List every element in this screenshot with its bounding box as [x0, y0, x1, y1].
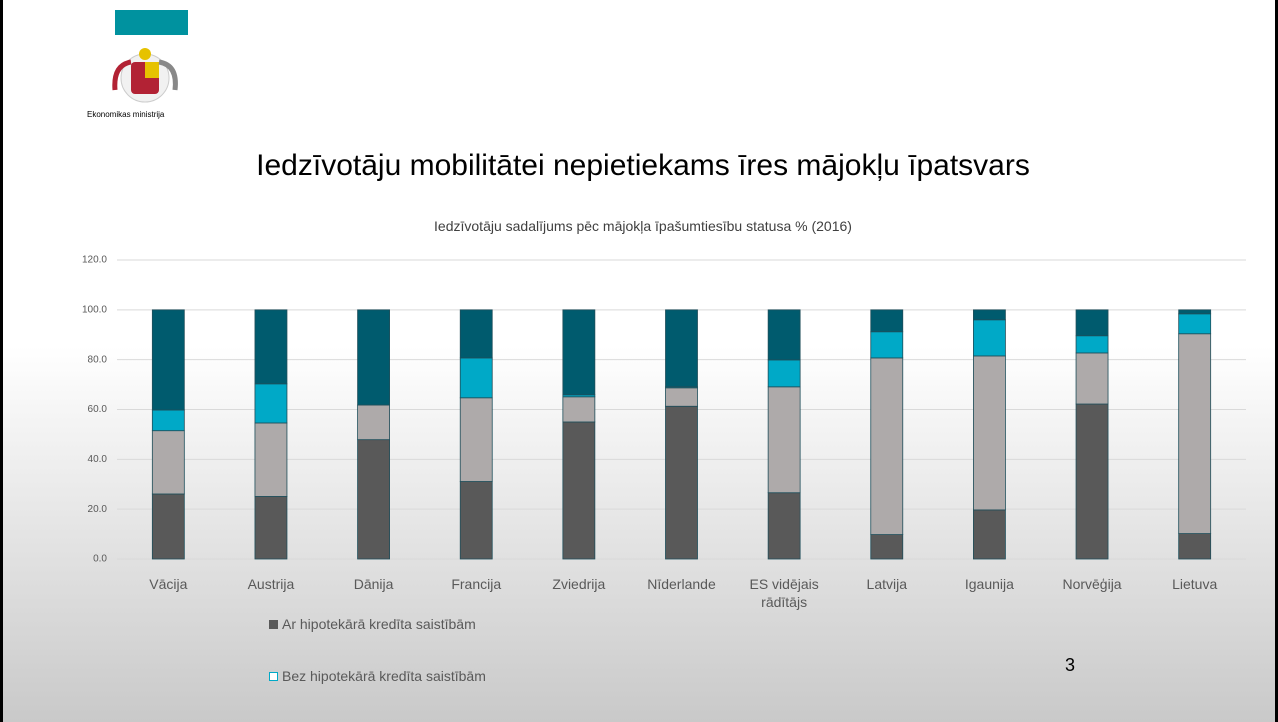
bar-segment — [459, 357, 493, 399]
x-tick-label: Norvēģija — [1062, 576, 1122, 592]
x-tick-label: Zviedrija — [552, 576, 606, 592]
bar-segment — [870, 331, 904, 359]
bar-segment — [767, 386, 801, 494]
bar-segment — [562, 421, 596, 560]
legend-swatch — [269, 672, 278, 681]
bar-segment — [562, 396, 596, 423]
bar-segment — [1178, 333, 1212, 534]
legend-swatch — [269, 620, 278, 629]
organization: Ekonomikas ministrija — [87, 110, 165, 119]
bar-segment — [357, 404, 390, 441]
bar-segment — [665, 387, 698, 407]
bar-segment — [767, 309, 801, 361]
legend-label: Bez hipotekārā kredīta saistībām — [282, 668, 486, 684]
x-tick-label: Igaunija — [964, 576, 1014, 592]
bar-segment — [665, 405, 698, 560]
chart: 0.0 20.0 40.0 60.0 80.0 100.0 120.0 — [82, 48, 1246, 565]
y-tick-label: 0.0 — [93, 554, 107, 565]
bar-segment — [254, 496, 288, 560]
bar-segment — [870, 357, 904, 535]
bar-segment — [1178, 313, 1212, 335]
bar-segment — [1075, 403, 1109, 560]
bar-segment — [254, 422, 288, 497]
bar-segment — [973, 319, 1006, 357]
chart-subtitle: Iedzīvotāju sadalījums pēc mājokļa īpašu… — [434, 218, 852, 234]
bar-segment — [870, 534, 904, 560]
bar-segment — [357, 309, 390, 406]
y-tick-label: 40.0 — [88, 454, 108, 465]
legend-item: Bez hipotekārā kredīta saistībām — [269, 668, 486, 684]
bar-segment — [973, 509, 1006, 560]
bar-segment — [1178, 533, 1212, 560]
x-tick-label: Nīderlande — [647, 576, 716, 592]
bar-segment — [1178, 309, 1212, 315]
bar-segment — [870, 309, 904, 333]
bar-segment — [254, 309, 288, 385]
legend-item: Ar hipotekārā kredīta saistībām — [269, 616, 476, 632]
bar-segment — [151, 430, 185, 495]
page-number: 3 — [1065, 655, 1076, 675]
x-tick-label: Austrija — [247, 576, 295, 592]
x-tick-label: Lietuva — [1172, 576, 1218, 592]
bar-segment — [151, 493, 185, 560]
bar-segment — [1075, 335, 1109, 354]
bar-segment — [767, 492, 801, 560]
bar-segment — [151, 409, 185, 432]
bar-segment — [767, 359, 801, 388]
header-bar — [115, 10, 188, 35]
y-tick-label: 100.0 — [82, 304, 107, 315]
bar-segment — [665, 309, 698, 388]
y-tick-label: 120.0 — [82, 255, 107, 266]
x-tick-label: Francija — [451, 576, 502, 592]
bar-segment — [1075, 309, 1109, 337]
chart-title: Iedzīvotāju mobilitātei nepietiekams īre… — [256, 149, 1030, 182]
x-tick-label: Latvija — [866, 576, 907, 592]
bar-segment — [357, 439, 390, 560]
bar-segment — [254, 383, 288, 424]
x-tick-label: Dānija — [353, 576, 394, 592]
bar-segment — [459, 481, 493, 560]
bar-segment — [151, 309, 185, 411]
y-tick-label: 80.0 — [88, 354, 108, 365]
x-tick-label: Vācija — [149, 576, 188, 592]
y-tick-label: 20.0 — [88, 504, 108, 515]
bar-segment — [973, 309, 1006, 321]
bar-segment — [459, 309, 493, 359]
bar-segment — [459, 397, 493, 482]
logo — [112, 48, 178, 103]
legend-label: Ar hipotekārā kredīta saistībām — [282, 616, 476, 632]
bar-segment — [562, 309, 596, 396]
y-tick-label: 60.0 — [88, 404, 108, 415]
x-tick-label: ES vidējais rādītājs — [749, 576, 819, 610]
bar-segment — [973, 355, 1006, 511]
bar-segment — [1075, 352, 1109, 405]
